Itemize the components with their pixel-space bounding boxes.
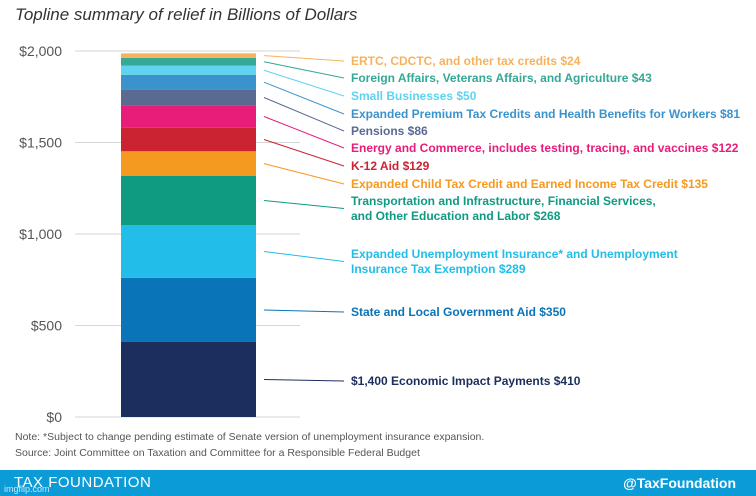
chart-title: Topline summary of relief in Billions of… bbox=[15, 5, 358, 24]
series-label: Expanded Premium Tax Credits and Health … bbox=[351, 107, 740, 121]
series-label: Energy and Commerce, includes testing, t… bbox=[351, 141, 739, 155]
y-tick-label: $500 bbox=[31, 318, 62, 334]
series-label: State and Local Government Aid $350 bbox=[351, 305, 566, 319]
y-tick-label: $0 bbox=[46, 409, 62, 425]
watermark: imgflip.com bbox=[4, 484, 50, 494]
series-label: ERTC, CDCTC, and other tax credits $24 bbox=[351, 54, 581, 68]
leader-line bbox=[263, 61, 345, 79]
leader-line bbox=[263, 69, 345, 97]
leader-line bbox=[263, 116, 345, 149]
leader-line bbox=[263, 200, 345, 209]
bar-segment bbox=[121, 53, 256, 58]
leader-line bbox=[263, 81, 345, 115]
leader-line bbox=[263, 163, 345, 185]
series-label: Pensions $86 bbox=[351, 124, 428, 138]
leader-line bbox=[263, 309, 345, 313]
social-handle: @TaxFoundation bbox=[623, 475, 736, 491]
bar-segment bbox=[121, 175, 256, 226]
series-label: $1,400 Economic Impact Payments $410 bbox=[351, 374, 581, 388]
series-label: Expanded Unemployment Insurance* and Une… bbox=[351, 247, 678, 261]
bar-segment bbox=[121, 65, 256, 75]
series-label: Transportation and Infrastructure, Finan… bbox=[351, 194, 656, 208]
series-label: Small Businesses $50 bbox=[351, 89, 477, 103]
bar-segment bbox=[121, 127, 256, 152]
y-tick-label: $1,000 bbox=[19, 226, 62, 242]
bar-segment bbox=[121, 151, 256, 176]
leader-line bbox=[263, 97, 345, 132]
bar-segment bbox=[121, 89, 256, 106]
y-tick-label: $1,500 bbox=[19, 135, 62, 151]
y-tick-label: $2,000 bbox=[19, 43, 62, 59]
footer-bar: TAX FOUNDATION imgflip.com @TaxFoundatio… bbox=[0, 470, 756, 496]
bar-segment bbox=[121, 105, 256, 128]
brand-name: TAX FOUNDATION bbox=[14, 474, 152, 491]
series-label: Foreign Affairs, Veterans Affairs, and A… bbox=[351, 71, 652, 85]
series-label: Expanded Child Tax Credit and Earned Inc… bbox=[351, 177, 708, 191]
series-label: and Other Education and Labor $268 bbox=[351, 209, 561, 223]
bar-segment bbox=[121, 57, 256, 66]
bar-segment bbox=[121, 277, 256, 342]
leader-line bbox=[263, 139, 345, 167]
series-label: K-12 Aid $129 bbox=[351, 159, 430, 173]
chart-source: Source: Joint Committee on Taxation and … bbox=[15, 447, 420, 459]
bar-segment bbox=[121, 341, 256, 417]
bar-segment bbox=[121, 225, 256, 278]
stacked-bar-chart: $0 $500 $1,000 $1,500 $2,000 $1,400 Economic… bbox=[19, 43, 740, 425]
leader-line bbox=[263, 55, 345, 62]
leader-line bbox=[263, 250, 345, 262]
leader-line bbox=[263, 378, 345, 382]
series-label: Insurance Tax Exemption $289 bbox=[351, 262, 526, 276]
chart-note: Note: *Subject to change pending estimat… bbox=[15, 431, 485, 443]
bar-segment bbox=[121, 74, 256, 90]
